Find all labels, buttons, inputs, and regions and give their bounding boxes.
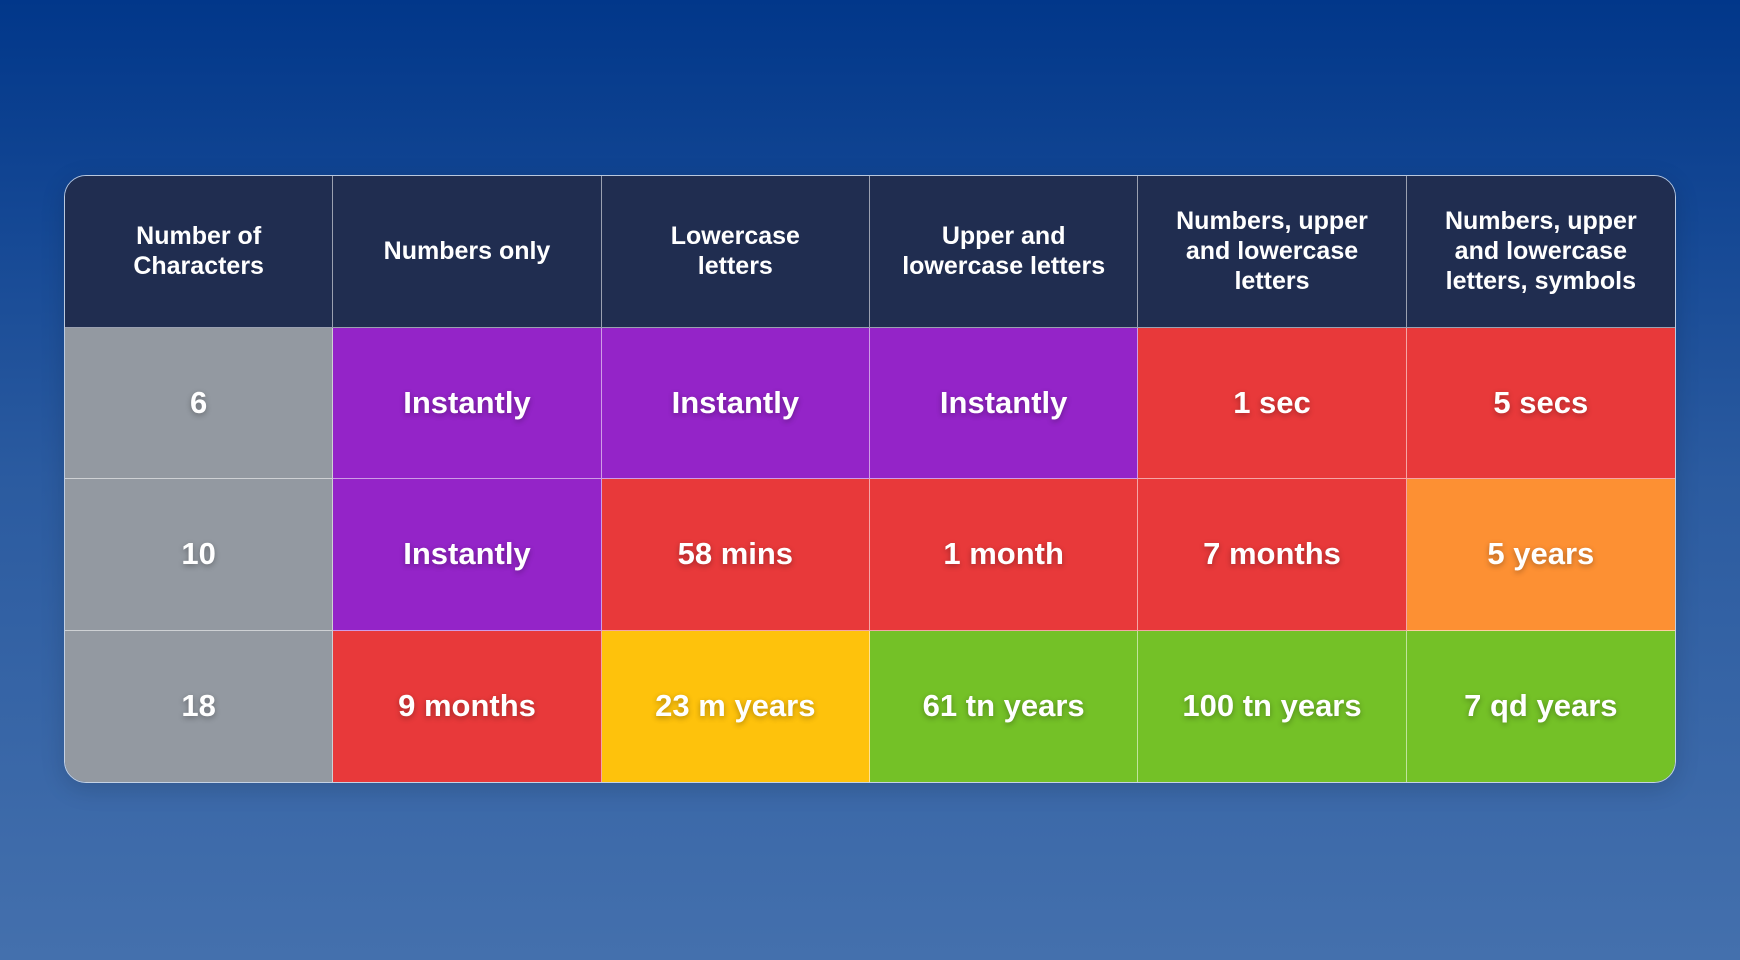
cell-text: 1 month [943, 536, 1064, 572]
header-text: Number of Characters [133, 222, 264, 281]
cell: 58 mins [601, 479, 870, 631]
header-text: Numbers, upper and lowercase letters [1176, 207, 1368, 296]
header-cell: Numbers only [333, 176, 602, 328]
cell-text: 5 secs [1493, 384, 1589, 420]
cell: 6 [65, 327, 334, 479]
cell: 61 tn years [870, 630, 1139, 782]
cell: 5 secs [1406, 327, 1675, 479]
cell-text: 9 months [398, 688, 536, 724]
cell-text: Instantly [403, 536, 531, 572]
header-cell: Numbers, upper and lowercase letters, sy… [1406, 176, 1675, 328]
crack-time-table: Number of Characters Numbers only Lowerc… [64, 175, 1676, 783]
cell-text: 7 months [1203, 536, 1341, 572]
cell-text: 1 sec [1233, 384, 1311, 420]
cell-text: 5 years [1487, 536, 1595, 572]
header-cell: Number of Characters [65, 176, 334, 328]
header-text: Numbers, upper and lowercase letters, sy… [1444, 207, 1637, 296]
cell: 18 [65, 630, 334, 782]
cell: 5 years [1406, 479, 1675, 631]
cell-text: 23 m years [655, 688, 816, 724]
cell: Instantly [601, 327, 870, 479]
header-cell: Upper and lowercase letters [870, 176, 1139, 328]
header-text: Upper and lowercase letters [902, 222, 1106, 281]
cell-text: 61 tn years [922, 688, 1085, 724]
header-cell: Numbers, upper and lowercase letters [1138, 176, 1407, 328]
cell: Instantly [333, 479, 602, 631]
cell-text: Instantly [939, 384, 1068, 420]
header-text: Numbers only [383, 237, 551, 266]
cell: 7 months [1138, 479, 1407, 631]
header-cell: Lowercase letters [601, 176, 870, 328]
cell-text: Instantly [671, 384, 800, 420]
cell: 100 tn years [1138, 630, 1407, 782]
cell: 1 sec [1138, 327, 1407, 479]
cell-text: 6 [190, 384, 208, 420]
cell-text: Instantly [403, 384, 531, 420]
cell: 23 m years [601, 630, 870, 782]
cell: 10 [65, 479, 334, 631]
cell: 9 months [333, 630, 602, 782]
cell-text: 58 mins [677, 536, 794, 572]
cell: Instantly [870, 327, 1139, 479]
header-text: Lowercase letters [670, 222, 800, 281]
cell-text: 10 [181, 536, 216, 572]
cell-text: 18 [181, 688, 216, 724]
cell: Instantly [333, 327, 602, 479]
cell-text: 7 qd years [1464, 688, 1618, 724]
cell: 7 qd years [1406, 630, 1675, 782]
cell-text: 100 tn years [1182, 688, 1362, 724]
cell: 1 month [870, 479, 1139, 631]
